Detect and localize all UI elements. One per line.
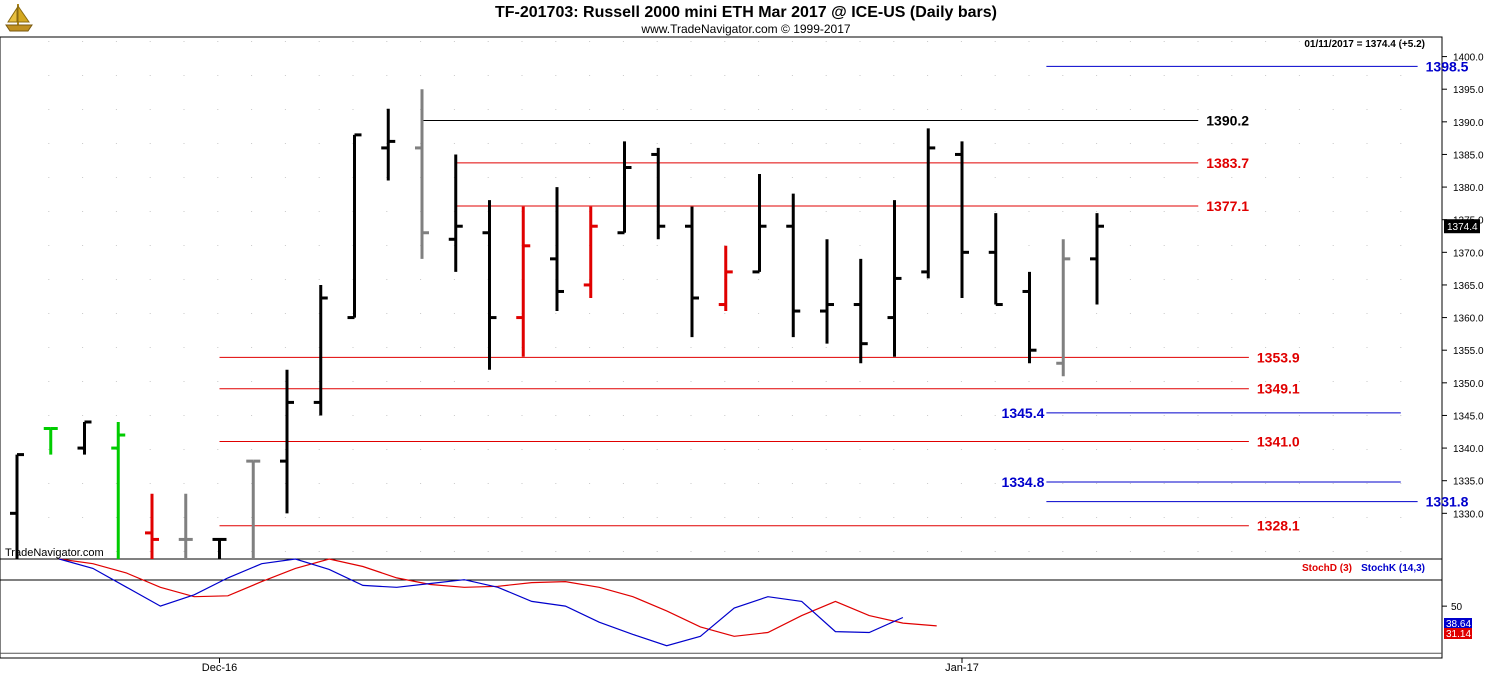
stoch-series-line bbox=[59, 558, 904, 647]
stoch-last-box bbox=[1444, 618, 1472, 629]
ohlc-bar bbox=[43, 427, 58, 455]
ohlc-bar bbox=[988, 213, 1003, 307]
sailboat-logo-icon bbox=[5, 4, 33, 32]
ohlc-bar bbox=[718, 245, 733, 312]
price-tick-label: 1380.0 bbox=[1453, 183, 1484, 194]
ohlc-bar bbox=[752, 174, 767, 274]
ohlc-bar bbox=[550, 187, 564, 312]
price-tick-label: 1355.0 bbox=[1453, 346, 1484, 357]
level-label: 1334.8 bbox=[1002, 474, 1045, 490]
ohlc-bar bbox=[10, 453, 24, 559]
ohlc-bar bbox=[145, 493, 159, 559]
ohlc-bar bbox=[111, 421, 126, 559]
price-tick-label: 1365.0 bbox=[1453, 281, 1484, 292]
legend-stochd: StochD (3) bbox=[1302, 563, 1352, 574]
watermark: TradeNavigator.com bbox=[5, 547, 104, 559]
ohlc-bar bbox=[887, 200, 902, 357]
ohlc-bar bbox=[1056, 239, 1071, 377]
chart-subtitle: www.TradeNavigator.com © 1999-2017 bbox=[640, 22, 850, 36]
level-label: 1390.2 bbox=[1206, 113, 1249, 129]
ohlc-bar bbox=[685, 206, 699, 338]
price-axis: 1330.0 1335.0 1340.0 1345.0 1350.0 1355.0 1360… bbox=[1442, 53, 1484, 520]
ohlc-bars bbox=[10, 89, 1104, 559]
level-label: 1353.9 bbox=[1257, 349, 1300, 365]
price-tick-label: 1335.0 bbox=[1453, 477, 1484, 488]
ohlc-bar bbox=[820, 239, 834, 344]
ohlc-bar bbox=[651, 147, 666, 240]
ohlc-bar bbox=[347, 133, 362, 320]
stoch-last-value: 31.14 bbox=[1446, 629, 1471, 640]
price-tick-label: 1340.0 bbox=[1453, 444, 1484, 455]
stoch-series-line bbox=[59, 558, 937, 637]
date-tick-label: Jan-17 bbox=[945, 662, 979, 674]
price-tick-label: 1360.0 bbox=[1453, 314, 1484, 325]
price-tick-label: 1370.0 bbox=[1453, 248, 1484, 259]
last-price-label: 1374.4 bbox=[1447, 222, 1478, 233]
ohlc-bar bbox=[1090, 213, 1104, 305]
level-label: 1341.0 bbox=[1257, 434, 1300, 450]
level-label: 1331.8 bbox=[1426, 494, 1469, 510]
ohlc-bar bbox=[212, 537, 227, 559]
ohlc-bar bbox=[786, 193, 801, 338]
last-price-box bbox=[1444, 219, 1480, 234]
date-tick-label: Dec-16 bbox=[202, 662, 237, 674]
price-tick-label: 1400.0 bbox=[1453, 53, 1484, 64]
ohlc-bar bbox=[853, 258, 868, 364]
level-label: 1345.4 bbox=[1002, 405, 1045, 421]
legend-stochk: StochK (14,3) bbox=[1361, 563, 1425, 574]
stoch-last-value: 38.64 bbox=[1446, 619, 1471, 630]
ohlc-bar bbox=[178, 493, 193, 559]
level-label: 1349.1 bbox=[1257, 381, 1300, 397]
ohlc-bar bbox=[77, 420, 92, 455]
stoch-tick-label: 50 bbox=[1451, 602, 1463, 613]
chart-title: TF-201703: Russell 2000 mini ETH Mar 201… bbox=[495, 4, 997, 21]
ohlc-bar bbox=[381, 108, 396, 181]
quote-readout: 01/11/2017 = 1374.4 (+5.2) bbox=[1304, 39, 1425, 50]
ohlc-bar bbox=[415, 89, 429, 259]
ohlc-bar bbox=[280, 369, 294, 514]
ohlc-bar bbox=[448, 154, 463, 272]
ohlc-bar bbox=[516, 206, 531, 357]
price-tick-label: 1345.0 bbox=[1453, 411, 1484, 422]
level-label: 1377.1 bbox=[1206, 198, 1249, 214]
ohlc-bar bbox=[617, 141, 632, 235]
level-label: 1328.1 bbox=[1257, 518, 1300, 534]
ohlc-bar bbox=[921, 128, 936, 279]
level-label: 1383.7 bbox=[1206, 155, 1249, 171]
price-tick-label: 1385.0 bbox=[1453, 150, 1484, 161]
level-label: 1398.5 bbox=[1426, 58, 1469, 74]
level-lines: 1398.5 1390.2 1383.7 1377.1 1353.9 1349.1 1345… bbox=[219, 58, 1469, 534]
price-tick-label: 1350.0 bbox=[1453, 379, 1484, 390]
ohlc-bar bbox=[1022, 271, 1037, 364]
ohlc-bar bbox=[583, 206, 598, 298]
price-tick-label: 1330.0 bbox=[1453, 509, 1484, 520]
date-axis: Dec-16 Jan-17 bbox=[202, 658, 979, 674]
ohlc-bar bbox=[955, 141, 969, 298]
stoch-last-box bbox=[1444, 628, 1472, 639]
price-tick-label: 1395.0 bbox=[1453, 85, 1484, 96]
ohlc-bar bbox=[482, 200, 497, 370]
price-tick-label: 1390.0 bbox=[1453, 118, 1484, 129]
ohlc-bar bbox=[246, 459, 261, 559]
ohlc-bar bbox=[313, 284, 328, 416]
